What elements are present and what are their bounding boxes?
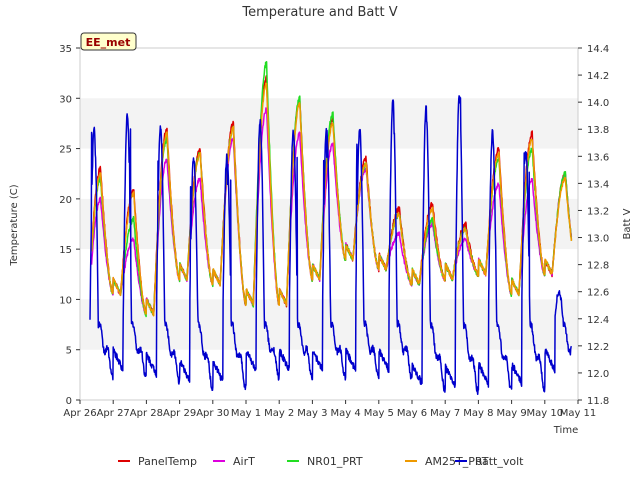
x-axis: Apr 26 Apr 27 Apr 28 Apr 29 Apr 30 May 1 May 2…: [63, 400, 596, 419]
legend-label: batt_volt: [475, 455, 524, 468]
y-tick-label: 10: [59, 295, 72, 306]
legend-label: PanelTemp: [138, 455, 197, 468]
x-tick-label: Apr 27: [97, 408, 130, 419]
y2-tick-label: 14.2: [587, 71, 609, 82]
x-axis-label: Time: [553, 425, 578, 436]
y2-tick-label: 12.4: [587, 315, 609, 326]
x-tick-label: May 10: [527, 408, 564, 419]
y-tick-label: 5: [66, 346, 72, 357]
series-group: [89, 61, 573, 396]
series-am25t-prt-line: [90, 82, 573, 317]
x-tick-label: May 9: [496, 408, 526, 419]
x-tick-label: Apr 26: [63, 408, 96, 419]
y2-tick-label: 12.2: [587, 342, 609, 353]
y2-tick-label: 14.0: [587, 98, 609, 109]
y-tick-label: 35: [59, 44, 72, 55]
x-tick-label: Apr 28: [130, 408, 163, 419]
x-tick-label: May 5: [364, 408, 394, 419]
y2-axis-label: Batt V: [622, 208, 633, 239]
y-tick-label: 30: [59, 94, 72, 105]
station-badge: EE_met: [80, 32, 137, 51]
chart-title: Temperature and Batt V: [241, 5, 397, 20]
band-0: [80, 299, 578, 350]
x-tick-label: May 3: [297, 408, 327, 419]
y2-tick-label: 13.8: [587, 125, 609, 136]
series-batt-volt-line: [89, 95, 573, 396]
x-tick-label: May 1: [231, 408, 261, 419]
y2-tick-label: 13.0: [587, 234, 609, 245]
x-tick-label: Apr 30: [196, 408, 229, 419]
y-axis: 0 5 10 15 20 25 30 35: [59, 44, 80, 407]
y2-tick-label: 14.4: [587, 44, 609, 55]
y2-tick-label: 13.6: [587, 152, 609, 163]
plot-frame: [79, 47, 579, 401]
x-tick-label: May 7: [430, 408, 460, 419]
x-tick-label: May 8: [463, 408, 493, 419]
x-tick-label: May 11: [560, 408, 597, 419]
y2-tick-label: 13.2: [587, 206, 609, 217]
y2-tick-label: 12.8: [587, 261, 609, 272]
x-tick-label: May 4: [330, 408, 360, 419]
y-tick-label: 25: [59, 145, 72, 156]
station-badge-label: EE_met: [86, 36, 131, 49]
y2-tick-label: 12.6: [587, 288, 609, 299]
y-axis-label: Temperature (C): [9, 184, 20, 266]
x-tick-label: May 6: [397, 408, 427, 419]
y2-axis: 11.8 12.0 12.2 12.4 12.6 12.8 13.0 13.2 13.4 13.6…: [578, 44, 609, 407]
y-tick-label: 20: [59, 195, 72, 206]
y2-tick-label: 11.8: [587, 396, 609, 407]
station-badge-box: [80, 32, 137, 51]
y2-tick-label: 13.4: [587, 179, 609, 190]
y-tick-label: 15: [59, 245, 72, 256]
y-tick-label: 0: [66, 396, 72, 407]
x-tick-label: May 2: [264, 408, 294, 419]
x-tick-label: Apr 29: [163, 408, 196, 419]
y2-tick-label: 12.0: [587, 369, 609, 380]
legend-label: AirT: [233, 455, 255, 468]
legend-label: NR01_PRT: [307, 455, 363, 468]
